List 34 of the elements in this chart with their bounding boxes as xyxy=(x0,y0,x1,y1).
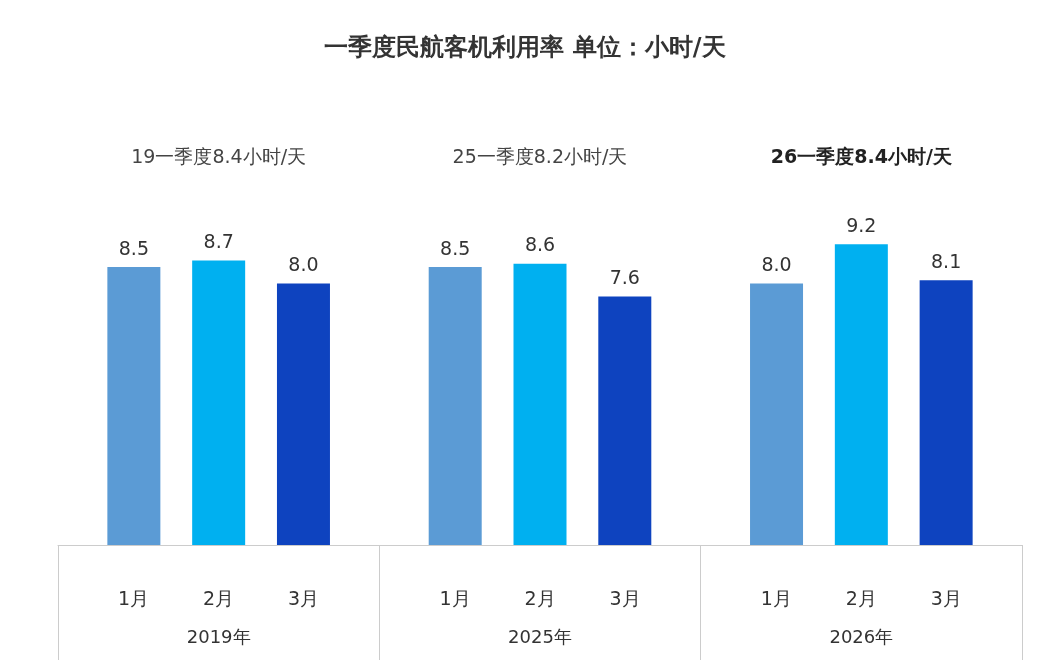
data-label: 8.6 xyxy=(524,233,556,256)
text: 2月 xyxy=(845,587,877,609)
x-tick-label: 2019年 xyxy=(186,625,251,647)
text: 2月 xyxy=(203,587,235,609)
data-label: 8.0 xyxy=(761,252,792,275)
data-label: 8.5 xyxy=(118,236,149,259)
chart-title: 一季度民航客机利用率 单位：小时/天 xyxy=(324,33,726,61)
text: 19一季度8.4小时/天 xyxy=(131,145,307,167)
data-label: 8.7 xyxy=(203,230,234,253)
data-label: 8.0 xyxy=(288,252,319,275)
text: 3月 xyxy=(930,587,962,609)
data-label: 8.1 xyxy=(931,249,962,272)
x-tick-label: 2026年 xyxy=(829,625,894,647)
text: 1月 xyxy=(439,587,471,609)
bar xyxy=(276,283,330,545)
bar xyxy=(834,244,888,545)
bar xyxy=(428,267,482,545)
text: 25一季度8.2小时/天 xyxy=(452,145,628,167)
text: 2月 xyxy=(524,587,556,609)
bar xyxy=(919,280,973,545)
text: 3月 xyxy=(288,587,320,609)
x-tick-label: 2025年 xyxy=(508,625,572,647)
bar xyxy=(598,296,652,545)
bar xyxy=(750,283,804,545)
data-label: 9.2 xyxy=(846,213,877,236)
data-label: 7.6 xyxy=(609,265,640,288)
text: 1月 xyxy=(118,587,150,609)
bar xyxy=(513,263,567,545)
bar xyxy=(192,260,246,545)
text: 1月 xyxy=(760,587,792,609)
data-label: 8.5 xyxy=(440,236,471,259)
bar xyxy=(107,267,161,545)
text: 26一季度8.4小时/天 xyxy=(770,145,952,167)
text: 3月 xyxy=(609,587,641,609)
